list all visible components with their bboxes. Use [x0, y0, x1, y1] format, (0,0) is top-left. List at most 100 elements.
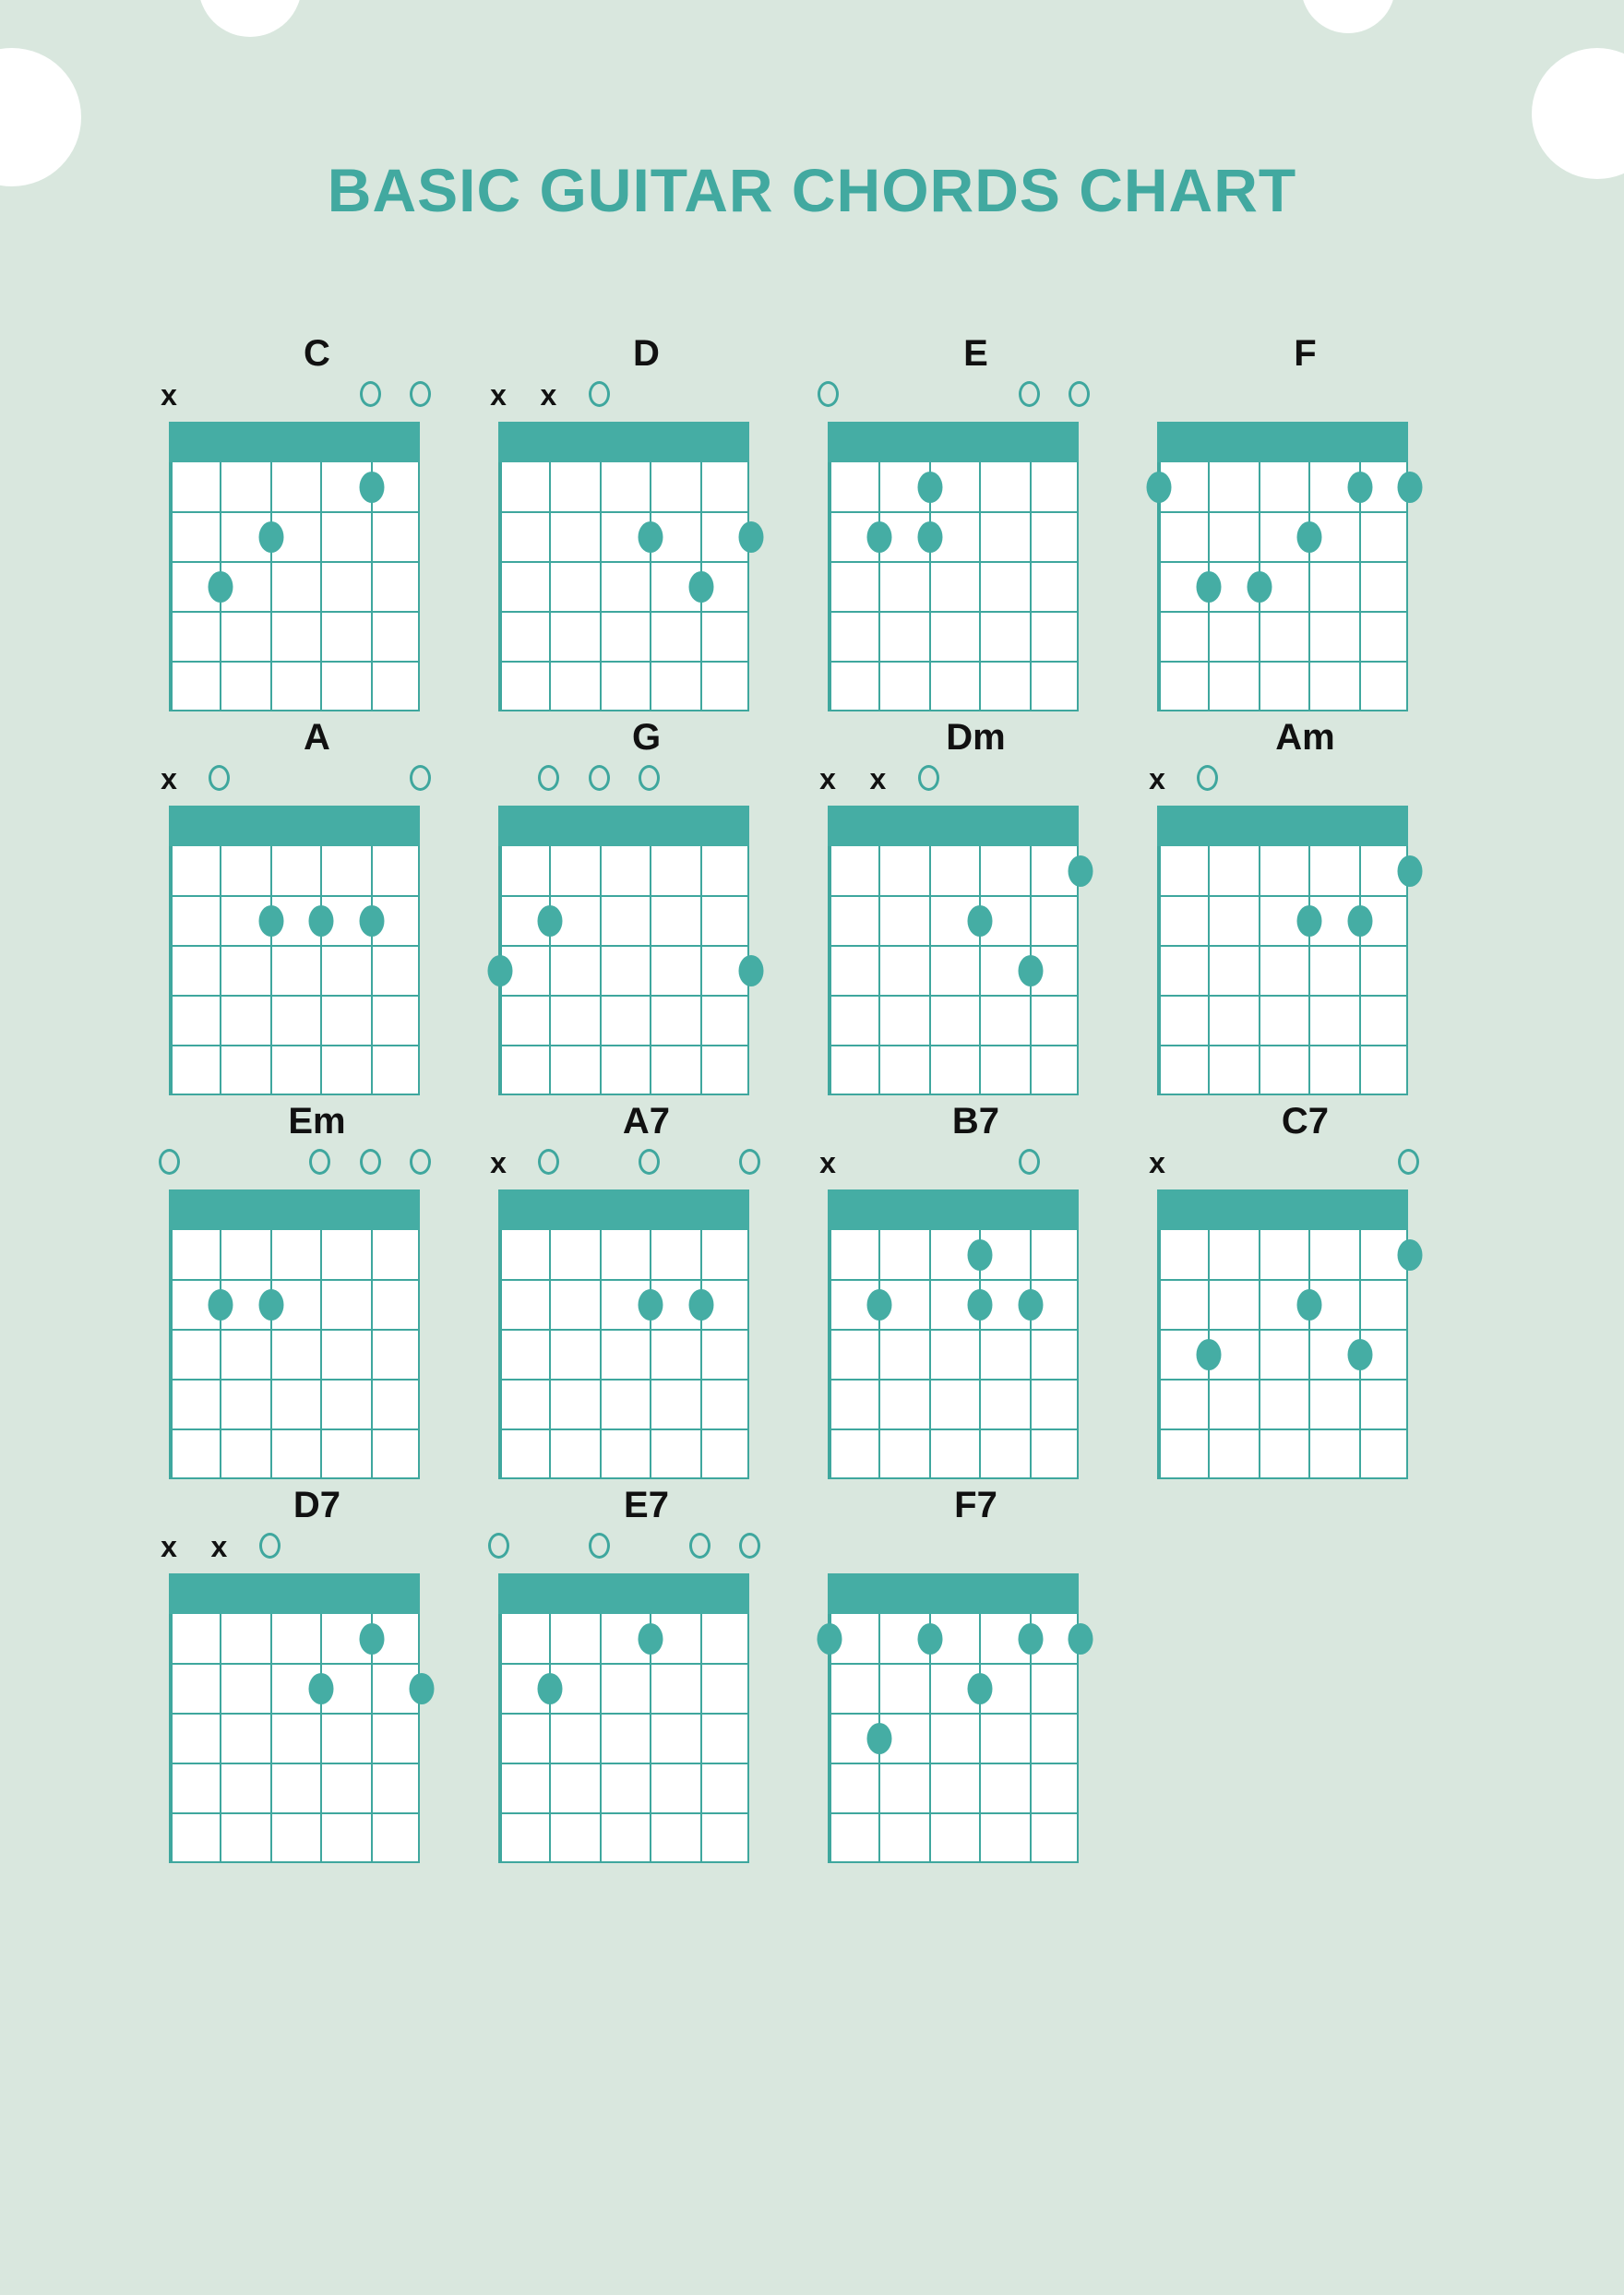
string-line — [747, 1230, 749, 1477]
open-string-icon — [915, 763, 941, 795]
chord-card-b7[interactable]: B7 x — [811, 1095, 1140, 1479]
nut-bar — [1157, 806, 1408, 846]
string-line — [878, 462, 881, 710]
fret-grid — [828, 846, 1093, 1095]
chord-diagram: x — [1149, 1147, 1423, 1479]
finger-dot — [1018, 1289, 1044, 1321]
chord-card-d7[interactable]: D7 x x — [152, 1479, 482, 1863]
muted-string-icon: x — [210, 1530, 228, 1563]
fret-grid — [498, 462, 764, 711]
string-line — [650, 1230, 652, 1477]
fret-grid — [1157, 846, 1423, 1095]
nut-bar — [169, 806, 420, 846]
chord-card-f7[interactable]: F7 — [811, 1479, 1140, 1863]
string-line — [878, 1230, 881, 1477]
string-line — [1258, 846, 1260, 1094]
fret-line — [500, 895, 747, 897]
fret-grid — [498, 1614, 749, 1863]
string-line — [1258, 1230, 1260, 1477]
chord-name-label: B7 — [951, 1101, 1000, 1142]
fret-line — [171, 945, 418, 947]
string-line — [269, 1230, 272, 1477]
open-string-icon — [1395, 1147, 1421, 1178]
string-line — [878, 846, 881, 1094]
chord-card-g[interactable]: G — [482, 711, 811, 1095]
chord-card-e7[interactable]: E7 — [482, 1479, 811, 1863]
string-line — [1406, 846, 1408, 1094]
finger-dot — [967, 1289, 993, 1321]
fret-line — [500, 1279, 747, 1281]
muted-string-icon: x — [540, 378, 557, 412]
string-markers — [828, 1531, 1079, 1573]
fret-line — [171, 995, 418, 997]
open-string-icon — [1016, 1147, 1042, 1178]
finger-dot — [258, 905, 284, 937]
chord-name-label: D — [633, 333, 660, 374]
fret-line — [830, 995, 1077, 997]
fret-line — [171, 1279, 418, 1281]
fret-grid — [817, 1614, 1093, 1863]
string-markers: x — [1149, 1147, 1419, 1189]
finger-dot — [917, 1623, 943, 1655]
string-line — [979, 846, 982, 1094]
fretboard — [498, 422, 764, 711]
fret-line — [830, 611, 1077, 613]
chord-diagram — [488, 1531, 760, 1863]
fret-line — [171, 1379, 418, 1381]
fret-line — [171, 1663, 418, 1665]
string-markers — [818, 379, 1090, 422]
fret-line — [500, 1045, 747, 1046]
finger-dot — [308, 1673, 334, 1704]
chord-card-am[interactable]: Am x — [1140, 711, 1470, 1095]
finger-dot — [258, 1289, 284, 1321]
fret-line — [1159, 895, 1406, 897]
string-line — [1029, 1230, 1032, 1477]
string-line — [650, 846, 652, 1094]
chord-card-em[interactable]: Em — [152, 1095, 482, 1479]
open-string-icon — [687, 1531, 712, 1562]
string-line — [320, 1614, 323, 1861]
fretboard — [828, 806, 1093, 1095]
chord-card-c7[interactable]: C7 x — [1140, 1095, 1470, 1479]
string-line — [747, 462, 749, 710]
muted-string-icon: x — [490, 378, 507, 412]
string-line — [1308, 1230, 1311, 1477]
chord-card-e[interactable]: E — [811, 328, 1140, 711]
string-line — [171, 1614, 173, 1861]
open-string-icon — [736, 1147, 762, 1178]
string-line — [699, 1614, 702, 1861]
string-markers — [159, 1147, 431, 1189]
string-line — [1308, 462, 1311, 710]
string-line — [320, 462, 323, 710]
string-line — [830, 1230, 831, 1477]
muted-string-icon: x — [819, 762, 836, 795]
fretboard — [1146, 422, 1423, 711]
fret-line — [830, 1379, 1077, 1381]
finger-dot — [208, 571, 233, 603]
fret-line — [1159, 995, 1406, 997]
chord-card-a7[interactable]: A7 x — [482, 1095, 811, 1479]
string-line — [171, 462, 173, 710]
nut-bar — [169, 1189, 420, 1230]
string-line — [500, 462, 502, 710]
string-line — [549, 846, 552, 1094]
chord-card-f[interactable]: F — [1140, 328, 1470, 711]
nut-bar — [169, 1573, 420, 1614]
nut-bar — [498, 1189, 749, 1230]
string-line — [650, 462, 652, 710]
string-line — [1406, 1230, 1408, 1477]
chord-card-dm[interactable]: Dm x x — [811, 711, 1140, 1095]
fretboard — [828, 1189, 1079, 1479]
open-string-icon — [407, 763, 433, 795]
open-string-icon — [1194, 763, 1220, 795]
chord-name-label: F — [1294, 333, 1317, 374]
finger-dot — [967, 1239, 993, 1271]
open-string-icon — [156, 1147, 182, 1178]
fretboard — [1157, 806, 1423, 1095]
